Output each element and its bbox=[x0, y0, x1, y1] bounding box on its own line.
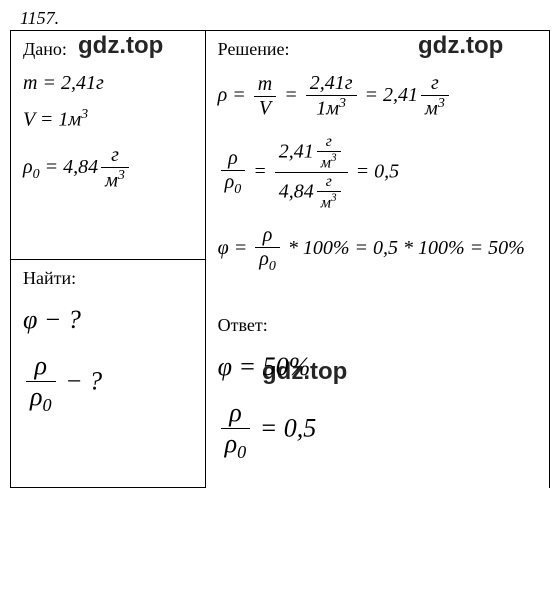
solution-cell: Решение: ρ = mV = 2,41г1м3 = 2,41гм3 ρρ0… bbox=[205, 31, 549, 488]
sol2-tue: 3 bbox=[331, 152, 337, 164]
find-rds: 0 bbox=[42, 395, 51, 415]
find-ratio: ρρ0 − ? bbox=[23, 351, 193, 416]
sol3-fdv: ρ bbox=[259, 248, 269, 270]
sol2-tun: г bbox=[317, 133, 341, 152]
sol2-res: = 0,5 bbox=[351, 160, 400, 182]
sol2-bun: г bbox=[317, 173, 341, 192]
sol3-lhs: φ = bbox=[218, 237, 253, 259]
sol3-fn: ρ bbox=[255, 224, 280, 248]
find-phi: φ − ? bbox=[23, 305, 193, 335]
sol1-f1n: m bbox=[254, 73, 276, 97]
solution-line3: φ = ρρ0 * 100% = 0,5 * 100% = 50% bbox=[218, 224, 537, 275]
sol2-tv: 2,41 bbox=[279, 140, 314, 162]
answer-section: Ответ: φ = 50% ρρ0 = 0,5 bbox=[218, 315, 537, 463]
sol1-ud: м bbox=[425, 98, 438, 120]
answer-ratio: ρρ0 = 0,5 bbox=[218, 398, 537, 463]
solution-line2: ρρ0 = 2,41гм34,84гм3 = 0,5 bbox=[218, 133, 537, 213]
given-label: Дано: bbox=[23, 39, 193, 60]
problem-number: 1157. bbox=[20, 8, 59, 29]
sol2-bud: м bbox=[321, 194, 331, 211]
volume-exp: 3 bbox=[81, 107, 88, 122]
rho0-sub: 0 bbox=[33, 167, 40, 182]
sol2-ldv: ρ bbox=[225, 171, 235, 193]
sol1-f2de: 3 bbox=[339, 96, 346, 111]
ans-rv: = 0,5 bbox=[253, 414, 316, 443]
sol2-lds: 0 bbox=[234, 182, 241, 197]
rho0-eq: = 4,84 bbox=[40, 156, 99, 178]
rho0-var: ρ bbox=[23, 156, 33, 178]
ans-rds: 0 bbox=[237, 443, 246, 463]
given-volume: V = 1м3 bbox=[23, 107, 193, 132]
given-cell: Дано: m = 2,41г V = 1м3 ρ0 = 4,84гм3 bbox=[11, 31, 206, 260]
rho0-unit-den: м bbox=[105, 169, 118, 191]
ans-rn: ρ bbox=[221, 398, 251, 429]
sol1-eq2: = 2,41 bbox=[360, 84, 419, 106]
answer-phi: φ = 50% bbox=[218, 352, 537, 382]
sol2-eq1: = bbox=[248, 160, 272, 182]
sol3-fds: 0 bbox=[269, 259, 276, 274]
sol2-ln: ρ bbox=[221, 147, 246, 171]
given-mass: m = 2,41г bbox=[23, 72, 193, 95]
ans-rdv: ρ bbox=[225, 429, 237, 458]
sol1-f2d: 1м bbox=[316, 98, 339, 120]
problem-table: Дано: m = 2,41г V = 1м3 ρ0 = 4,84гм3 Реш… bbox=[10, 30, 550, 488]
answer-label: Ответ: bbox=[218, 315, 537, 336]
sol1-un: г bbox=[421, 72, 449, 96]
sol2-tud: м bbox=[321, 154, 331, 171]
sol2-bue: 3 bbox=[331, 192, 337, 204]
solution-label: Решение: bbox=[218, 39, 537, 60]
find-rn: ρ bbox=[26, 351, 56, 382]
rho0-unit-exp: 3 bbox=[118, 168, 125, 183]
find-rdv: ρ bbox=[30, 382, 42, 411]
sol3-mid: * 100% = 0,5 * 100% = 50% bbox=[283, 237, 525, 259]
volume-var: V = 1м bbox=[23, 109, 81, 131]
sol1-eq1: = bbox=[279, 84, 303, 106]
find-rs: − ? bbox=[59, 367, 103, 396]
sol1-lhs: ρ = bbox=[218, 84, 251, 106]
sol1-f1d: V bbox=[254, 97, 276, 120]
sol2-bv: 4,84 bbox=[279, 180, 314, 202]
solution-line1: ρ = mV = 2,41г1м3 = 2,41гм3 bbox=[218, 72, 537, 121]
find-label: Найти: bbox=[23, 268, 193, 289]
sol1-f2n: 2,41г bbox=[306, 72, 357, 96]
find-cell: Найти: φ − ? ρρ0 − ? bbox=[11, 260, 206, 488]
given-rho0: ρ0 = 4,84гм3 bbox=[23, 144, 193, 193]
rho0-unit-num: г bbox=[101, 144, 129, 168]
sol1-ue: 3 bbox=[438, 96, 445, 111]
